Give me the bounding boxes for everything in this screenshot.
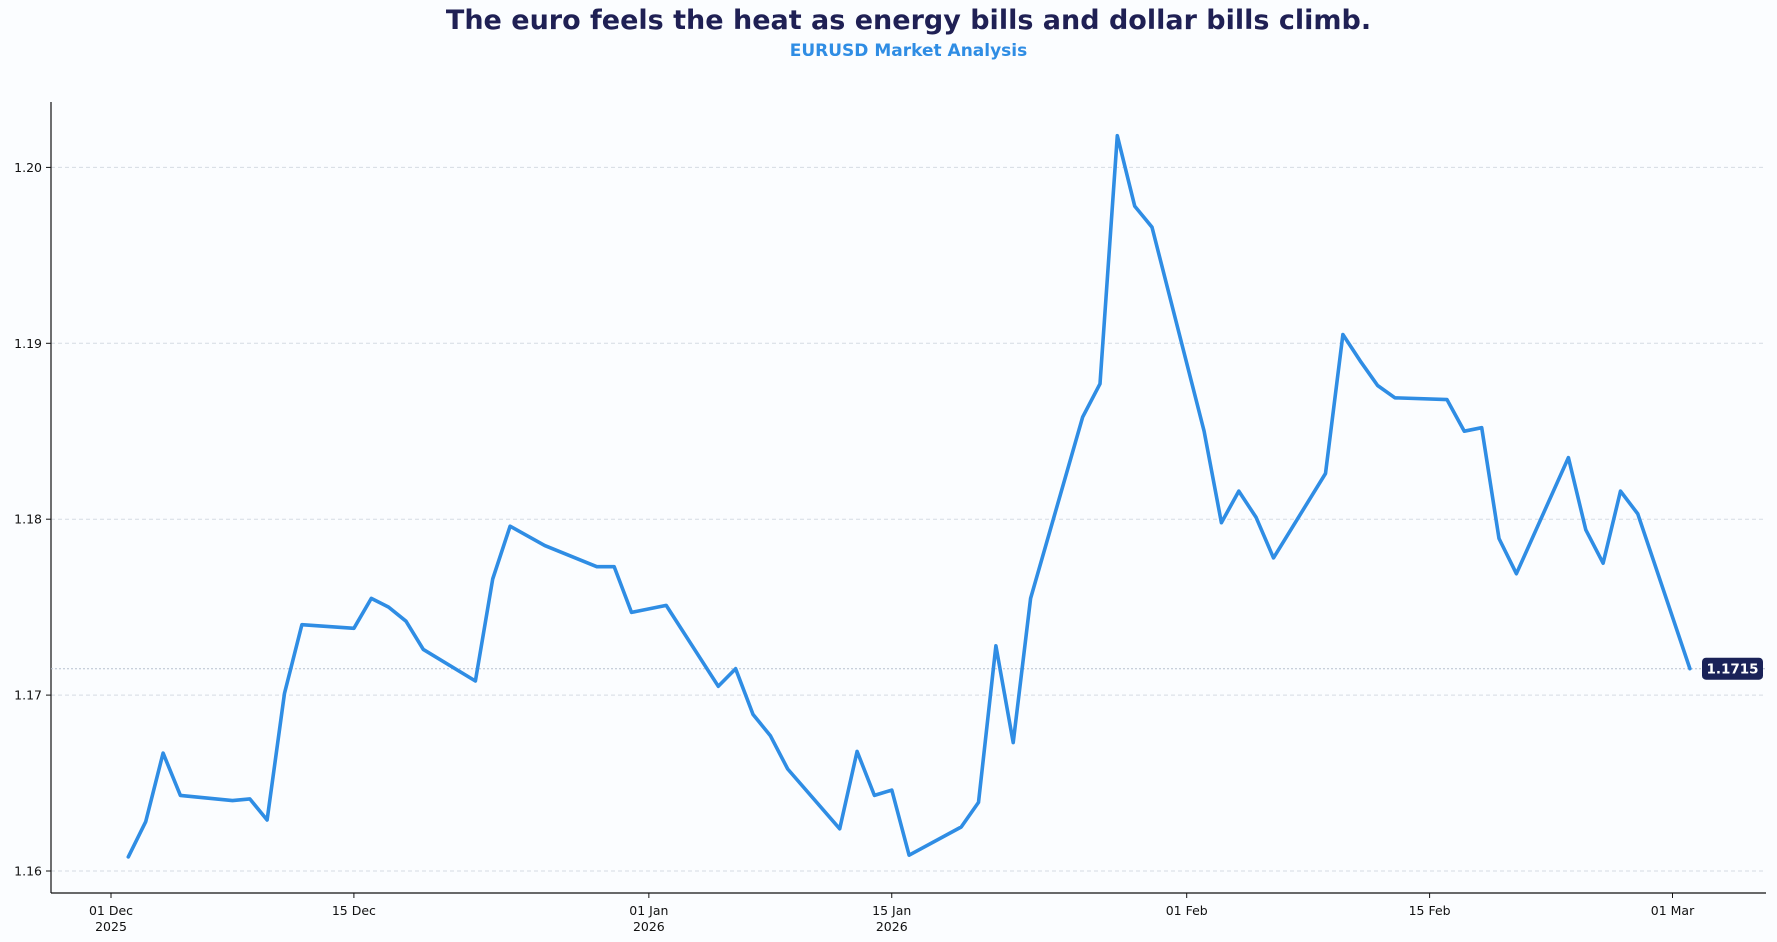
x-tick-label: 01 Feb: [1166, 903, 1208, 918]
y-tick-label: 1.17: [14, 688, 42, 703]
x-tick-label: 15 Feb: [1409, 903, 1451, 918]
x-tick-label: 15 Jan: [872, 903, 911, 918]
x-tick-label: 01 Dec: [89, 903, 133, 918]
last-value-badge: [1702, 657, 1763, 680]
x-tick-label: 01 Jan: [629, 903, 668, 918]
eurusd-series-line: [126, 133, 1692, 859]
chart-title: The euro feels the heat as energy bills …: [445, 5, 1372, 36]
y-tick-label: 1.16: [14, 864, 42, 879]
x-tick-label: 15 Dec: [332, 903, 376, 918]
chart-subtitle: EURUSD Market Analysis: [789, 41, 1028, 61]
x-tick-year-label: 2025: [95, 919, 127, 934]
y-tick-label: 1.18: [14, 512, 42, 527]
x-tick-label: 01 Mar: [1651, 903, 1695, 918]
y-tick-label: 1.20: [14, 160, 42, 175]
last-value-label: 1.1715: [1706, 662, 1758, 678]
x-tick-year-label: 2026: [633, 919, 665, 934]
y-tick-label: 1.19: [14, 336, 42, 351]
x-tick-year-label: 2026: [876, 919, 908, 934]
